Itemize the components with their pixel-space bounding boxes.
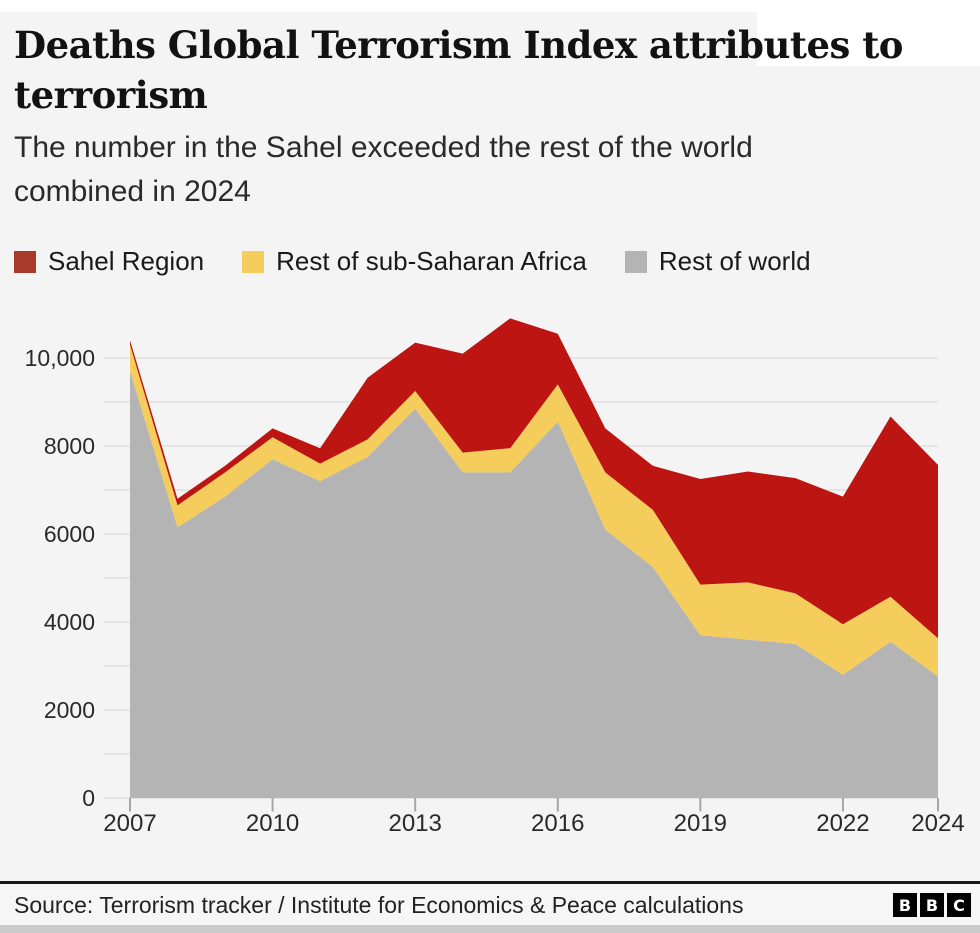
legend-swatch-rest-of-world	[624, 250, 647, 273]
footer: Source: Terrorism tracker / Institute fo…	[0, 884, 980, 925]
x-axis-label-2019: 2019	[673, 810, 728, 837]
legend-swatch-rest-of-sub-saharan-africa	[242, 250, 265, 273]
legend-item-rest-of-world: Rest of world	[624, 246, 811, 277]
legend-item-sahel-region: Sahel Region	[14, 246, 204, 277]
legend-label-rest-of-world: Rest of world	[658, 246, 811, 276]
x-axis-label-2010: 2010	[245, 810, 300, 837]
chart-subtitle-line1: The number in the Sahel exceeded the res…	[14, 131, 753, 164]
area-rest-of-sub-saharan-africa	[130, 344, 938, 677]
y-axis-label-4000: 4000	[43, 609, 95, 635]
bottom-edge-strip	[0, 925, 980, 933]
x-axis-label-2024: 2024	[911, 810, 965, 837]
chart-legend: Sahel Region Rest of sub-Saharan Africa …	[14, 246, 849, 277]
chart-title: Deaths Global Terrorism Index attributes…	[14, 20, 964, 120]
chart-subtitle: The number in the Sahel exceeded the res…	[14, 126, 964, 214]
x-axis-label-2013: 2013	[388, 810, 442, 837]
x-axis-label-2016: 2016	[531, 810, 585, 837]
chart-title-line1: Deaths Global Terrorism Index attributes…	[14, 23, 903, 67]
bbc-logo-block-b1: B	[893, 893, 917, 917]
legend-swatch-sahel-region	[14, 250, 36, 273]
area-rest-of-world	[130, 371, 938, 798]
y-axis-label-10000: 10,000	[24, 345, 95, 371]
y-axis-label-6000: 6000	[43, 521, 95, 547]
legend-item-rest-of-sub-saharan-africa: Rest of sub-Saharan Africa	[242, 246, 587, 277]
footer-divider	[0, 881, 980, 884]
y-axis-label-2000: 2000	[43, 697, 95, 723]
source-attribution: Source: Terrorism tracker / Institute fo…	[14, 892, 744, 918]
chart-title-line2: terrorism	[14, 73, 208, 117]
bbc-logo: B B C	[890, 893, 971, 917]
legend-label-sahel-region: Sahel Region	[48, 246, 205, 276]
y-axis-label-8000: 8000	[43, 433, 95, 459]
chart-subtitle-line2: combined in 2024	[14, 175, 251, 208]
area-sahel-region	[130, 318, 938, 639]
y-axis-label-0: 0	[82, 785, 95, 811]
top-right-white-region	[757, 0, 980, 66]
x-axis-label-2022: 2022	[816, 810, 870, 837]
bbc-logo-block-c: C	[947, 893, 971, 917]
x-axis-label-2007: 2007	[103, 810, 157, 837]
bbc-logo-block-b2: B	[920, 893, 944, 917]
legend-label-rest-of-sub-saharan-africa: Rest of sub-Saharan Africa	[276, 246, 587, 276]
